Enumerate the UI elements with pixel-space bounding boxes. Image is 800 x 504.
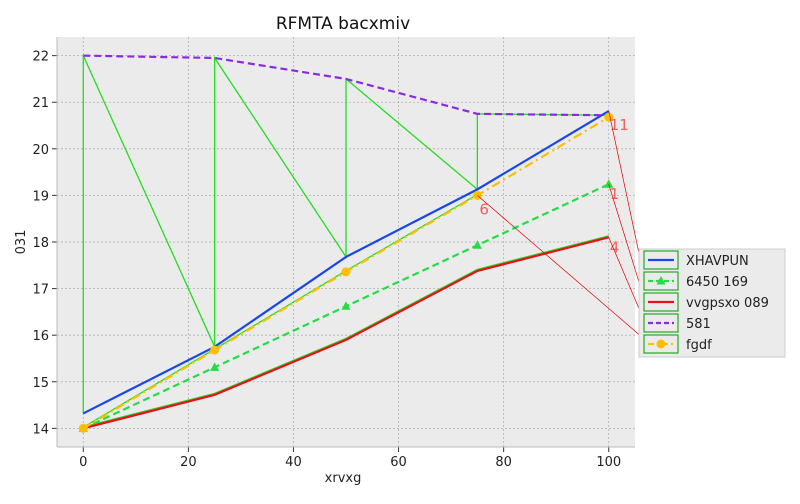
- chart-title: RFMTA bacxmiv: [276, 14, 410, 34]
- y-tick-label: 18: [32, 236, 49, 251]
- annotations: 11 6 1 4: [477, 111, 644, 339]
- annotation-leader-line: [608, 237, 644, 319]
- x-tick-label: 60: [390, 455, 407, 470]
- legend-label: fgdf: [686, 338, 712, 353]
- y-tick-label: 19: [32, 189, 49, 204]
- annotation-label: 11: [610, 116, 629, 134]
- x-tick-label: 40: [285, 455, 302, 470]
- y-tick-label: 15: [32, 376, 49, 391]
- x-tick-label: 0: [79, 455, 87, 470]
- series-layer: [78, 54, 614, 433]
- legend-label: vvgpsxo 089: [686, 296, 769, 311]
- legend-label: XHAVPUN: [686, 254, 749, 269]
- y-tick-label: 21: [32, 96, 49, 111]
- x-tick-label: 80: [495, 455, 512, 470]
- legend-marker: [656, 339, 666, 349]
- legend-label: 581: [686, 317, 711, 332]
- series-line-4: [83, 54, 609, 117]
- series-point-5: [604, 112, 614, 122]
- series-line-3: [83, 236, 609, 430]
- series-point-2: [210, 362, 220, 371]
- series-point-2: [472, 240, 482, 249]
- series-point-5: [210, 345, 220, 355]
- annotation-leader-line: [608, 111, 644, 273]
- series-line-1: [82, 110, 610, 415]
- series-point-5: [341, 267, 351, 277]
- x-tick-label: 20: [180, 455, 197, 470]
- x-tick-label: 100: [596, 455, 621, 470]
- series-point-5: [78, 423, 88, 433]
- legend-label: 6450 169: [686, 275, 748, 290]
- y-tick-label: 17: [32, 283, 49, 298]
- y-tick-label: 20: [32, 143, 49, 158]
- y-tick-label: 16: [32, 329, 49, 344]
- series-point-2: [604, 179, 614, 188]
- annotation-leader-line: [608, 184, 644, 296]
- x-axis-label: xrvxg: [325, 471, 362, 486]
- y-tick-label: 22: [32, 50, 49, 65]
- shadow-line: [83, 235, 609, 428]
- y-axis-label: 031: [14, 230, 29, 255]
- series-point-2: [341, 301, 351, 310]
- y-tick-label: 14: [32, 422, 49, 437]
- annotation-leader-line: [477, 195, 644, 339]
- annotation-label: 4: [610, 238, 620, 256]
- annotation-label: 1: [610, 185, 620, 203]
- legend-marker: [656, 276, 666, 285]
- legend: XHAVPUN 6450 169 vvgpsxo 089 581 fgdf: [638, 248, 786, 358]
- annotation-label: 6: [479, 200, 489, 218]
